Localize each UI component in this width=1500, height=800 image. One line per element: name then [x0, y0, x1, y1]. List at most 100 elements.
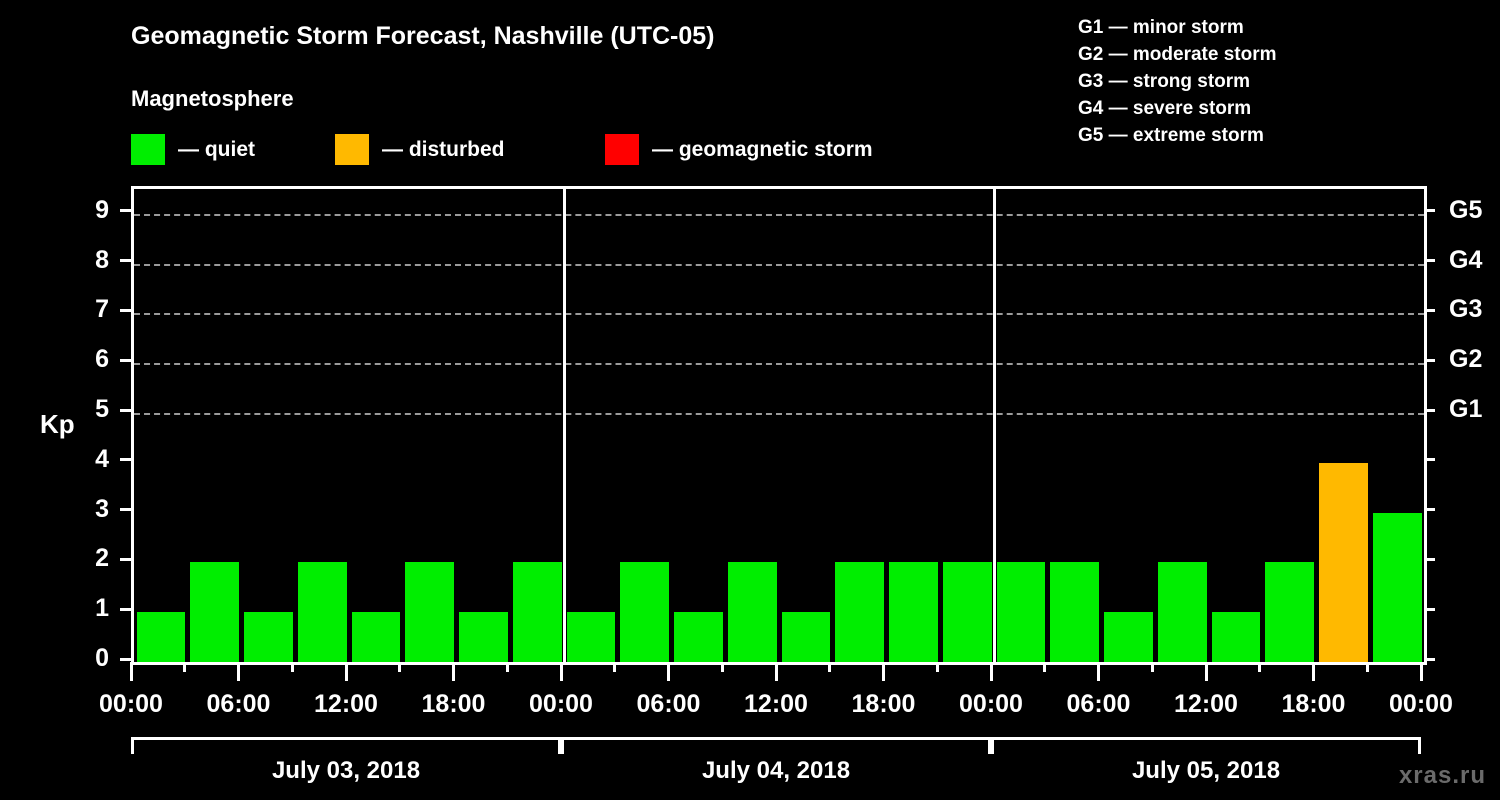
g-tick-mark-minor-2	[1424, 557, 1435, 561]
bar-kp-18[interactable]	[1104, 612, 1153, 662]
gridline-kp-5	[134, 413, 1424, 416]
y-tick-label-1: 1	[95, 594, 109, 623]
bar-kp-5[interactable]	[405, 562, 454, 662]
x-tick-mark-12	[774, 662, 778, 681]
bar-kp-13[interactable]	[835, 562, 884, 662]
gridline-kp-9	[134, 213, 1424, 216]
bar-kp-12[interactable]	[781, 612, 831, 662]
g-scale-legend: G1 — minor storm G2 — moderate storm G3 — …	[1078, 14, 1277, 149]
x-tick-mark-2	[237, 662, 240, 681]
g-tick-mark-G3	[1424, 308, 1435, 312]
gridline-kp-8	[134, 263, 1424, 266]
y-tick-mark-9	[120, 209, 131, 213]
bar-kp-9[interactable]	[620, 562, 669, 662]
bar-kp-10[interactable]	[674, 612, 723, 662]
x-tick-label-8: 00:00	[959, 690, 1023, 718]
x-tick-mark-11	[720, 662, 724, 672]
date-bracket-1	[131, 737, 561, 754]
x-tick-mark-3	[290, 662, 294, 672]
x-tick-label-5: 06:00	[636, 690, 701, 718]
x-tick-label-9: 06:00	[1066, 690, 1131, 718]
legend-swatch-geomagnetic-storm-icon	[605, 134, 639, 165]
x-tick-label-12: 00:00	[1389, 690, 1453, 718]
g-tick-mark-minor-0	[1424, 657, 1435, 661]
bar-kp-23[interactable]	[1372, 512, 1422, 662]
y-tick-mark-4	[120, 458, 131, 462]
x-tick-mark-22	[1312, 662, 1315, 681]
g-tick-mark-G4	[1424, 259, 1435, 263]
bar-kp-0[interactable]	[136, 612, 186, 662]
g-tick-mark-G2	[1424, 358, 1435, 362]
x-tick-label-6: 12:00	[744, 690, 808, 718]
bar-kp-4[interactable]	[351, 612, 401, 662]
bar-kp-6[interactable]	[459, 612, 508, 662]
y-tick-label-5: 5	[95, 395, 109, 424]
x-tick-mark-7	[505, 662, 509, 672]
date-label-2: July 04, 2018	[701, 757, 851, 784]
y-tick-mark-1	[120, 607, 131, 611]
g-scale-row-3: G3 — strong storm	[1078, 71, 1251, 92]
y-tick-label-6: 6	[95, 345, 109, 374]
x-tick-mark-19	[1150, 662, 1154, 672]
bar-kp-7[interactable]	[512, 562, 562, 662]
y-tick-label-8: 8	[95, 245, 109, 274]
g-scale-row-2: G2 — moderate storm	[1078, 44, 1277, 65]
x-tick-label-2: 12:00	[314, 690, 378, 718]
x-tick-label-0: 00:00	[99, 690, 163, 718]
y-tick-label-3: 3	[95, 494, 109, 523]
x-tick-mark-0	[129, 662, 133, 681]
g-tick-label-G5: G5	[1449, 195, 1483, 224]
x-tick-mark-5	[398, 662, 402, 672]
bar-kp-1[interactable]	[190, 562, 239, 662]
y-tick-mark-0	[120, 657, 131, 661]
x-tick-label-3: 18:00	[421, 690, 486, 718]
x-tick-mark-9	[613, 662, 617, 672]
bar-kp-3[interactable]	[297, 562, 347, 662]
bar-kp-2[interactable]	[244, 612, 293, 662]
y-tick-mark-7	[120, 308, 131, 312]
chart-plot-inner	[134, 189, 1424, 662]
y-axis-title: Kp	[40, 409, 75, 439]
y-tick-label-9: 9	[95, 195, 109, 224]
x-tick-mark-16	[989, 662, 993, 681]
bar-kp-15[interactable]	[942, 562, 992, 662]
bar-kp-8[interactable]	[566, 612, 616, 662]
y-tick-label-7: 7	[95, 295, 109, 324]
x-tick-mark-14	[882, 662, 885, 681]
y-tick-mark-8	[120, 259, 131, 263]
magnetosphere-label: Magnetosphere	[131, 86, 294, 111]
date-bracket-2	[561, 737, 991, 754]
bar-kp-11[interactable]	[727, 562, 777, 662]
x-tick-mark-4	[344, 662, 348, 681]
day-divider-2	[562, 189, 566, 662]
legend-entry-disturbed: — disturbed	[335, 133, 505, 166]
x-tick-label-11: 18:00	[1281, 690, 1346, 718]
g-tick-label-G2: G2	[1449, 345, 1483, 374]
bar-kp-22[interactable]	[1319, 462, 1368, 662]
x-tick-mark-6	[452, 662, 455, 681]
watermark: xras.ru	[1398, 762, 1486, 789]
bar-kp-17[interactable]	[1050, 562, 1099, 662]
bar-kp-19[interactable]	[1157, 562, 1207, 662]
legend-entry-quiet: — quiet	[131, 133, 255, 166]
legend-label-quiet: — quiet	[178, 138, 255, 161]
bar-kp-16[interactable]	[996, 562, 1046, 662]
bar-kp-20[interactable]	[1211, 612, 1261, 662]
x-tick-mark-20	[1204, 662, 1208, 681]
x-tick-mark-18	[1097, 662, 1100, 681]
chart-plot-area	[131, 186, 1427, 665]
x-tick-mark-10	[667, 662, 670, 681]
day-divider-3	[992, 189, 996, 662]
date-label-3: July 05, 2018	[1131, 757, 1281, 784]
x-tick-mark-17	[1043, 662, 1047, 672]
bar-kp-14[interactable]	[889, 562, 938, 662]
gridline-kp-7	[134, 313, 1424, 316]
x-tick-mark-8	[559, 662, 563, 681]
g-tick-label-G4: G4	[1449, 245, 1483, 274]
page-title: Geomagnetic Storm Forecast, Nashville (U…	[131, 22, 715, 50]
g-scale-row-1: G1 — minor storm	[1078, 17, 1244, 38]
y-tick-label-4: 4	[95, 444, 109, 473]
y-tick-mark-6	[120, 358, 131, 362]
date-bracket-3	[991, 737, 1421, 754]
bar-kp-21[interactable]	[1265, 562, 1314, 662]
